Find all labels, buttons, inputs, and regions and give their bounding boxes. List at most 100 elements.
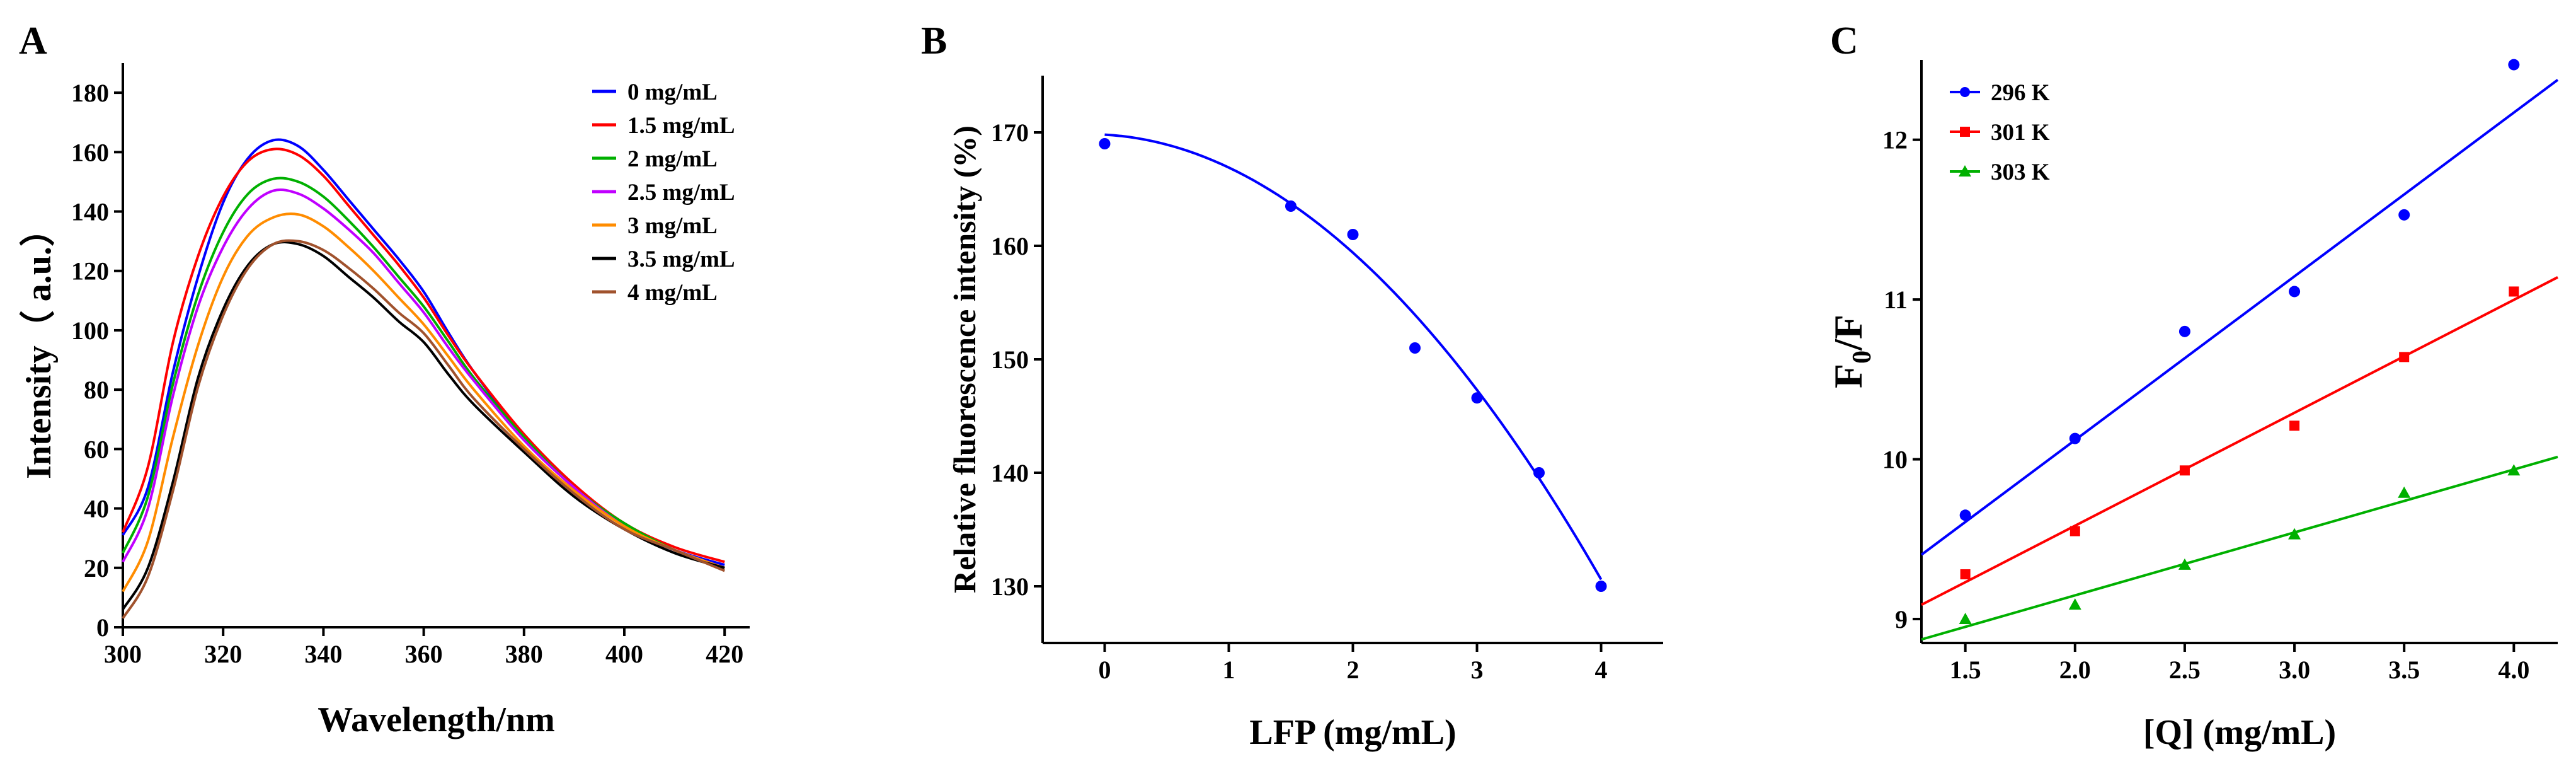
panel-letter-b: B	[921, 20, 947, 62]
data-point-4	[1471, 392, 1483, 404]
y-tick-label: 120	[71, 257, 109, 286]
data-point-6	[1595, 581, 1607, 592]
legend-label-1: 301 K	[1991, 120, 2050, 146]
x-tick-label: 4	[1595, 656, 1608, 684]
data-point-0-4	[2398, 209, 2410, 221]
series-line-1	[122, 148, 725, 564]
series-line-5	[122, 241, 725, 610]
x-tick-label: 340	[304, 640, 342, 668]
data-point-1-1	[2069, 526, 2080, 536]
panel-c-y-axis-label: F0/F	[1826, 315, 1877, 388]
y-tick-label: 40	[84, 495, 109, 523]
x-tick-label: 420	[706, 640, 743, 668]
y-tick-label: 9	[1895, 605, 1908, 634]
data-point-2-0	[1959, 612, 1972, 624]
data-point-0-5	[2508, 59, 2520, 71]
x-tick-label: 360	[405, 640, 443, 668]
x-tick-label: 1	[1223, 656, 1235, 684]
y-tick-label: 10	[1882, 446, 1908, 474]
y-tick-label: 20	[84, 554, 109, 582]
x-tick-label: 3.5	[2388, 656, 2420, 684]
y-tick-label: 160	[71, 138, 109, 166]
panel-letter-a: A	[19, 20, 47, 62]
panel-c-y-label-tail: /F	[1826, 315, 1870, 351]
panel-c-legend: 296 K 301 K 303 K	[1950, 80, 2050, 185]
data-point-2	[1347, 229, 1359, 240]
panel-letter-c: C	[1830, 20, 1858, 62]
series-line-3	[122, 188, 725, 569]
x-tick-label: 3	[1471, 656, 1484, 684]
y-tick-label: 11	[1884, 286, 1908, 314]
fit-line-1	[1921, 276, 2558, 606]
x-tick-label: 2.5	[2169, 656, 2201, 684]
panel-b-plot-area: 130 140 150 160 170 0 1 2 3 4	[991, 76, 1663, 684]
series-line-4	[122, 212, 725, 593]
panel-a-plot-area: 0 20 40 60 80 100 120 140 160 180 300 320 340 360 380 4…	[71, 63, 750, 668]
series-line-6	[122, 239, 725, 619]
data-point-1-0	[1960, 569, 1971, 580]
legend-label-2: 2 mg/mL	[627, 146, 718, 172]
legend-label-5: 3.5 mg/mL	[627, 246, 735, 272]
legend-label-4: 3 mg/mL	[627, 213, 718, 239]
x-tick-label: 3.0	[2279, 656, 2310, 684]
x-tick-label: 2	[1347, 656, 1360, 684]
fit-line-0	[1920, 79, 2559, 556]
legend-label-0: 0 mg/mL	[627, 79, 718, 105]
panel-a-legend: 0 mg/mL 1.5 mg/mL 2 mg/mL 2.5 mg/mL 3 mg/mL 3…	[592, 79, 735, 306]
y-tick-label: 100	[71, 316, 109, 345]
panel-b-y-axis-label: Relative fluorescence intensity (%)	[947, 125, 982, 593]
y-tick-label: 180	[71, 79, 109, 107]
panel-a: A 0 20 40 60 80 100 120 140 160 180 300 320 340 360 38…	[19, 20, 750, 739]
legend-marker-2	[1959, 165, 1971, 177]
data-point-0-0	[1959, 509, 1971, 521]
fit-curve	[1104, 133, 1603, 581]
legend-label-1: 1.5 mg/mL	[627, 113, 735, 139]
x-tick-label: 300	[104, 640, 142, 668]
y-tick-label: 80	[84, 376, 109, 404]
data-point-2-4	[2398, 486, 2411, 498]
data-point-1-2	[2179, 465, 2190, 476]
y-tick-label: 170	[991, 119, 1029, 147]
legend-label-0: 296 K	[1991, 80, 2050, 106]
legend-label-3: 2.5 mg/mL	[627, 180, 735, 206]
x-tick-label: 380	[505, 640, 543, 668]
x-tick-label: 320	[204, 640, 242, 668]
data-point-1	[1285, 200, 1297, 212]
x-tick-label: 1.5	[1950, 656, 1981, 684]
data-point-1-4	[2399, 352, 2410, 362]
panel-c-plot-area: 9 10 11 12 1.5 2.0 2.5 3.0 3.5 4.0	[1882, 59, 2559, 684]
y-tick-label: 150	[991, 345, 1029, 374]
panel-c-y-label-sub: 0	[1848, 350, 1877, 364]
y-tick-label: 140	[991, 459, 1029, 487]
data-point-2-3	[2288, 528, 2301, 540]
panel-b-x-axis-label: LFP (mg/mL)	[1249, 713, 1456, 752]
data-point-0-3	[2289, 286, 2301, 298]
data-point-0	[1099, 138, 1111, 149]
x-tick-label: 0	[1099, 656, 1111, 684]
legend-marker-1	[1960, 127, 1970, 137]
legend-label-2: 303 K	[1991, 159, 2050, 185]
data-point-2-5	[2507, 464, 2521, 476]
data-point-0-2	[2178, 325, 2190, 337]
x-tick-label: 400	[605, 640, 643, 668]
data-point-5	[1533, 467, 1545, 478]
panel-c-x-axis-label: [Q] (mg/mL)	[2143, 713, 2336, 752]
y-tick-label: 0	[96, 613, 109, 642]
data-point-2-2	[2178, 558, 2191, 570]
y-tick-label: 12	[1882, 126, 1908, 154]
data-point-0-1	[2069, 432, 2081, 444]
panel-b: B 130 140 150 160 170 0 1 2 3 4 LFP (mg/mL) Relat…	[921, 20, 1663, 752]
y-tick-label: 60	[84, 435, 109, 463]
panel-c-y-label-f: F	[1826, 364, 1870, 388]
y-tick-label: 160	[991, 232, 1029, 260]
data-point-1-5	[2509, 286, 2519, 297]
y-tick-label: 140	[71, 198, 109, 226]
panel-a-x-axis-label: Wavelength/nm	[318, 700, 554, 739]
panel-a-y-axis-label: Intensity（ a.u.）	[19, 211, 59, 479]
x-tick-label: 4.0	[2498, 656, 2529, 684]
y-tick-label: 130	[991, 572, 1029, 601]
data-point-2-1	[2068, 598, 2081, 610]
x-tick-label: 2.0	[2059, 656, 2091, 684]
